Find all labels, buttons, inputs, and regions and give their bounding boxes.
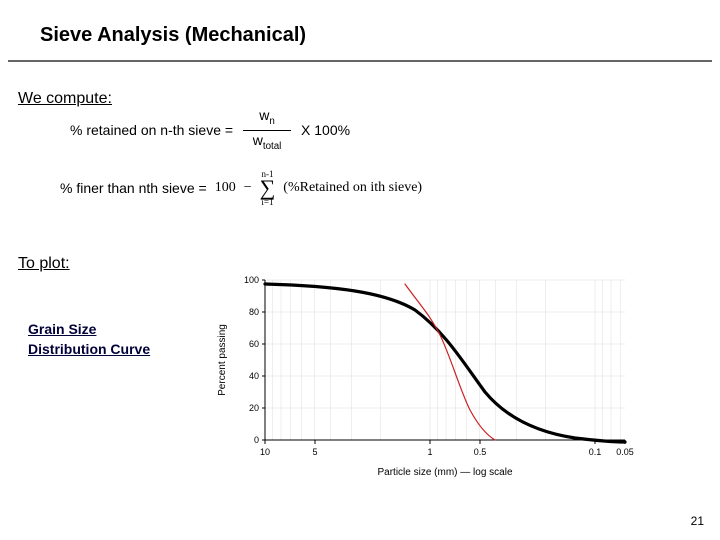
sigma-lower: i=1 xyxy=(261,198,273,206)
chart-svg: 100 80 60 40 20 0 10 5 1 0.5 0.1 0.05 Percent pass… xyxy=(205,260,645,490)
plot-area xyxy=(265,280,625,440)
fraction-bar xyxy=(243,130,291,131)
svg-text:80: 80 xyxy=(249,307,259,317)
svg-text:40: 40 xyxy=(249,371,259,381)
curve-label: Grain Size Distribution Curve xyxy=(28,320,150,359)
curve-label-line2: Distribution Curve xyxy=(28,341,150,357)
num-sub: n xyxy=(269,116,274,127)
sigma-block: n-1 ∑ i=1 xyxy=(260,170,276,206)
svg-text:0.5: 0.5 xyxy=(474,447,487,457)
svg-text:100: 100 xyxy=(244,275,259,285)
y-tick-labels: 100 80 60 40 20 0 xyxy=(244,275,265,445)
y-axis-title: Percent passing xyxy=(217,324,228,396)
svg-text:5: 5 xyxy=(312,447,317,457)
formula1-lhs: % retained on n-th sieve = xyxy=(70,122,233,138)
x-tick-labels: 10 5 1 0.5 0.1 0.05 xyxy=(260,440,634,457)
svg-text:0.05: 0.05 xyxy=(616,447,634,457)
svg-text:0: 0 xyxy=(254,435,259,445)
formula1-numerator: wn xyxy=(259,108,275,128)
section-we-compute: We compute: xyxy=(18,90,112,108)
formula1-fraction: wn wtotal xyxy=(243,108,291,152)
num-w: w xyxy=(259,107,269,123)
svg-text:10: 10 xyxy=(260,447,270,457)
formula1-denominator: wtotal xyxy=(253,133,282,153)
slide-title: Sieve Analysis (Mechanical) xyxy=(40,24,306,47)
curve-label-line1: Grain Size xyxy=(28,321,96,337)
den-w: w xyxy=(253,132,263,148)
svg-text:60: 60 xyxy=(249,339,259,349)
x-axis-title: Particle size (mm) — log scale xyxy=(377,467,512,478)
formula2-lhs: % finer than nth sieve = xyxy=(60,180,207,196)
formula1-rhs: X 100% xyxy=(301,122,350,138)
grain-size-chart: 100 80 60 40 20 0 10 5 1 0.5 0.1 0.05 Percent pass… xyxy=(205,260,645,490)
svg-text:20: 20 xyxy=(249,403,259,413)
formula2-minus: − xyxy=(244,180,252,196)
svg-text:0.1: 0.1 xyxy=(589,447,602,457)
page-number: 21 xyxy=(691,514,704,528)
formula2-paren: (%Retained on ith sieve) xyxy=(283,180,422,196)
formula-retained: % retained on n-th sieve = wn wtotal X 1… xyxy=(70,110,350,150)
formula2-const: 100 xyxy=(215,180,236,196)
formula-finer: % finer than nth sieve = 100 − n-1 ∑ i=1… xyxy=(60,170,422,206)
section-to-plot: To plot: xyxy=(18,255,70,273)
svg-text:1: 1 xyxy=(427,447,432,457)
title-divider xyxy=(8,60,712,62)
sigma-icon: ∑ xyxy=(260,178,276,198)
den-sub: total xyxy=(263,140,282,151)
